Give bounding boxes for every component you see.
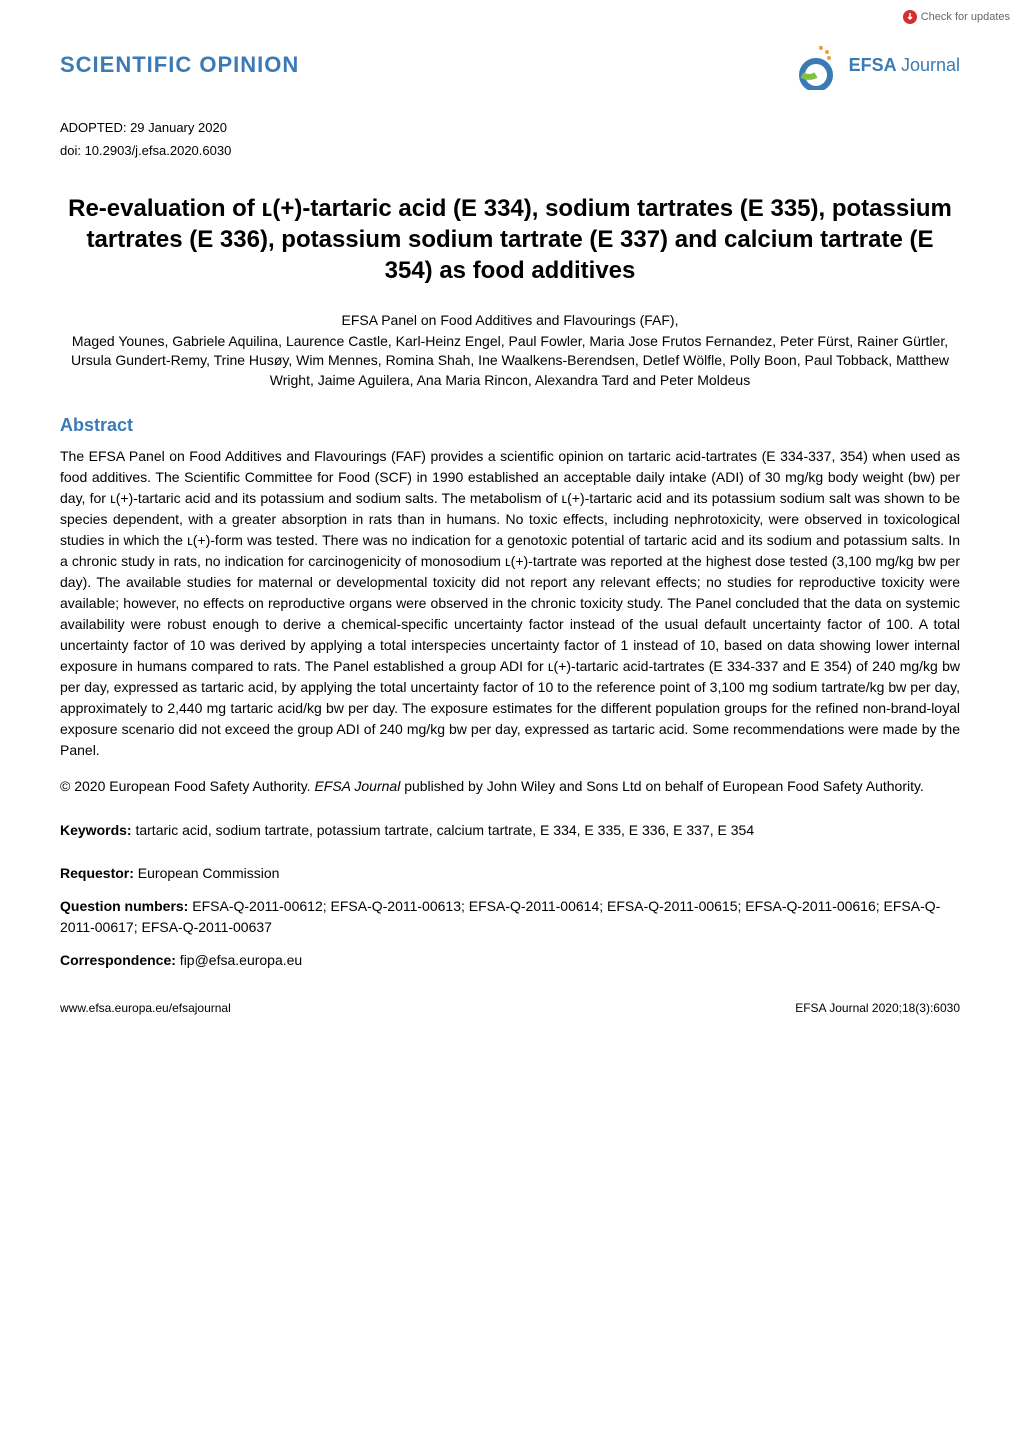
check-updates-badge[interactable]: Check for updates: [903, 10, 1010, 24]
footer-row: www.efsa.europa.eu/efsajournal EFSA Jour…: [60, 1001, 960, 1015]
efsa-logo-icon: [791, 40, 841, 90]
article-title: Re-evaluation of ʟ(+)-tartaric acid (E 3…: [60, 193, 960, 287]
requestor-label: Requestor:: [60, 865, 134, 881]
copyright-text: © 2020 European Food Safety Authority. E…: [60, 776, 960, 797]
question-label: Question numbers:: [60, 898, 188, 914]
abstract-heading: Abstract: [60, 415, 960, 436]
efsa-logo: EFSA Journal: [791, 40, 960, 90]
header-row: SCIENTIFIC OPINION EFSA Journal: [60, 40, 960, 90]
requestor-text: European Commission: [134, 865, 280, 881]
scientific-opinion-heading: SCIENTIFIC OPINION: [60, 52, 299, 78]
doi: doi: 10.2903/j.efsa.2020.6030: [60, 143, 960, 158]
correspondence-label: Correspondence:: [60, 952, 176, 968]
question-numbers-line: Question numbers: EFSA-Q-2011-00612; EFS…: [60, 896, 960, 938]
check-updates-label: Check for updates: [921, 11, 1010, 23]
abstract-text: The EFSA Panel on Food Additives and Fla…: [60, 446, 960, 761]
footer-right: EFSA Journal 2020;18(3):6030: [795, 1001, 960, 1015]
keywords-line: Keywords: tartaric acid, sodium tartrate…: [60, 822, 960, 838]
logo-efsa-text: EFSA Journal: [849, 55, 960, 76]
correspondence-line: Correspondence: fip@efsa.europa.eu: [60, 950, 960, 971]
footer-left: www.efsa.europa.eu/efsajournal: [60, 1001, 231, 1015]
keywords-label: Keywords:: [60, 822, 132, 838]
copyright-part2: published by John Wiley and Sons Ltd on …: [400, 778, 924, 794]
check-updates-icon: [903, 10, 917, 24]
keywords-text: tartaric acid, sodium tartrate, potassiu…: [132, 822, 755, 838]
efsa-logo-text: EFSA Journal: [849, 55, 960, 76]
correspondence-text: fip@efsa.europa.eu: [176, 952, 302, 968]
authors-list: Maged Younes, Gabriele Aquilina, Laurenc…: [60, 332, 960, 391]
copyright-part1: © 2020 European Food Safety Authority.: [60, 778, 314, 794]
question-text: EFSA-Q-2011-00612; EFSA-Q-2011-00613; EF…: [60, 898, 940, 935]
adopted-date: ADOPTED: 29 January 2020: [60, 120, 960, 135]
copyright-journal: EFSA Journal: [314, 778, 400, 794]
authors-panel-intro: EFSA Panel on Food Additives and Flavour…: [60, 312, 960, 328]
requestor-line: Requestor: European Commission: [60, 863, 960, 884]
